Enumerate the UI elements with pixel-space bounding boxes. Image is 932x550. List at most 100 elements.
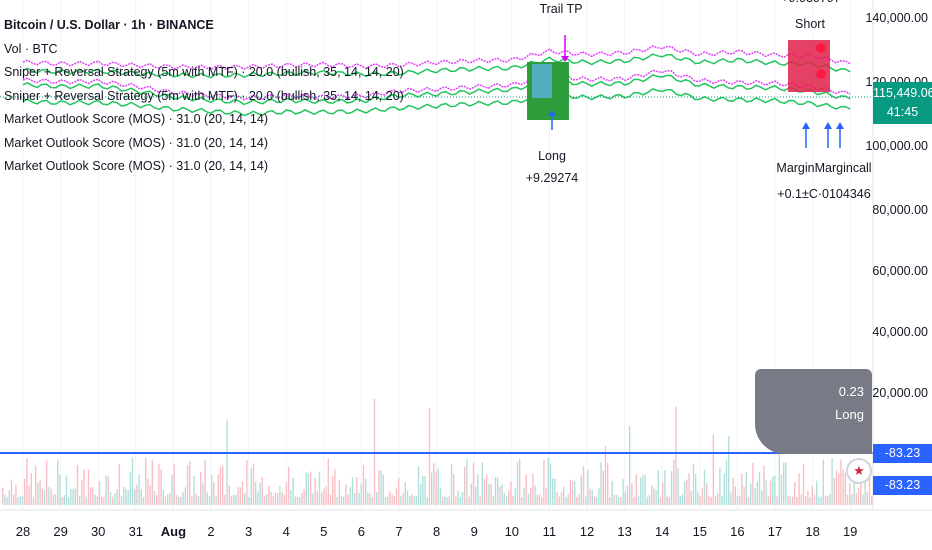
volume-bar [629,425,631,505]
volume-bar [549,463,552,505]
time-tick: 11 [542,524,557,539]
volume-bar [820,496,822,505]
volume-bar [263,496,266,505]
volume-bar [602,471,604,505]
volume-bar [613,494,615,505]
time-tick: 18 [805,524,820,539]
volume-bar [448,496,450,505]
volume-bar [312,493,314,505]
volume-bar [376,492,378,505]
volume-bar [79,496,81,505]
volume-bar [65,475,68,505]
volume-bar [90,487,92,505]
indicator-legend-5[interactable]: Market Outlook Score (MOS) · 31.0 (20, 1… [4,159,268,173]
volume-bar [673,459,675,505]
volume-bar [360,483,362,505]
volume-bar [422,476,424,505]
volume-bar [94,494,96,505]
price-tick: 60,000.00 [872,264,928,278]
volume-bar [796,497,798,505]
volume-bar [646,496,648,505]
volume-bar [466,459,468,505]
volume-bar [497,477,499,505]
volume-bar [193,476,195,505]
volume-bar [336,497,338,505]
volume-bar [624,491,626,505]
volume-bar [109,491,112,505]
volume-bar [303,489,305,505]
volume-legend[interactable]: Vol · BTC [4,41,58,56]
volume-bar [294,496,296,505]
volume-bar [607,462,609,505]
volume-bar [387,496,389,505]
volume-bar [651,485,653,505]
time-tick: 29 [53,524,68,539]
flag-icon[interactable]: ★ [846,458,872,484]
volume-bar [402,492,404,505]
volume-bar [351,477,354,505]
volume-bar [772,476,774,505]
volume-bar [739,496,741,505]
volume-bar [598,487,600,505]
volume-bar [147,478,149,505]
volume-bar [305,472,307,505]
volume-bar [105,475,107,505]
volume-bar [794,482,796,505]
volume-bar [285,481,288,505]
tooltip-label: Long [835,407,864,422]
volume-bar [769,480,772,505]
volume-bar [134,489,136,505]
volume-bar [384,496,387,505]
volume-bar [74,488,76,505]
volume-bar [8,490,10,505]
volume-bar [244,493,246,505]
volume-bar [789,496,791,505]
volume-bar [224,494,226,505]
volume-bar [13,494,15,505]
volume-bar [717,493,719,505]
volume-bar [184,487,186,505]
indicator-legend-1[interactable]: Sniper + Reversal Strategy (5m with MTF)… [4,65,404,79]
indicator-legend-4[interactable]: Market Outlook Score (MOS) · 31.0 (20, 1… [4,135,268,150]
time-tick: 13 [617,524,632,539]
volume-bar [409,496,411,505]
volume-bar [248,497,250,505]
volume-bar [380,470,382,505]
volume-bar [664,470,666,505]
volume-bar [222,465,224,505]
volume-bar [525,474,527,505]
volume-bar [272,496,274,505]
volume-bar [83,469,85,505]
time-axis[interactable]: 28 29 30 31 Aug 2 3 4 5 6 7 8 9 10 11 12 13 14 15 16 17 18 19 [0,510,874,550]
price-scale[interactable]: 140,000.00 120,000.00 100,000.00 80,000.… [865,0,932,510]
volume-bar [349,487,351,505]
symbol-title[interactable]: Bitcoin / U.S. Dollar · 1h · BINANCE [4,18,214,32]
volume-bar [10,479,13,505]
volume-bar [268,485,270,505]
short-label: Short [795,17,825,31]
volume-bar [477,473,479,505]
volume-bar [838,473,840,505]
volume-bar [237,487,239,505]
volume-bar [670,471,673,505]
volume-bar [545,487,547,505]
indicator-legend-3[interactable]: Market Outlook Score (MOS) · 31.0 (20, 1… [4,112,268,126]
volume-bar [587,469,589,505]
volume-bar [433,463,435,505]
volume-bar [257,491,259,505]
indicator-legend-2[interactable]: Sniper + Reversal Strategy (5m with MTF)… [4,88,404,103]
volume-bar [809,496,811,505]
volume-bar [461,491,464,505]
volume-bar [706,483,708,505]
volume-bar [125,488,127,505]
volume-bar [371,497,373,505]
volume-bar [37,482,39,505]
volume-bar [758,471,761,505]
time-tick: 7 [395,524,403,539]
time-tick: 31 [128,524,144,539]
volume-bar [112,496,114,505]
volume-bar [274,492,277,505]
volume-bar [534,485,536,505]
volume-bar [4,494,6,505]
volume-bar [857,487,860,505]
